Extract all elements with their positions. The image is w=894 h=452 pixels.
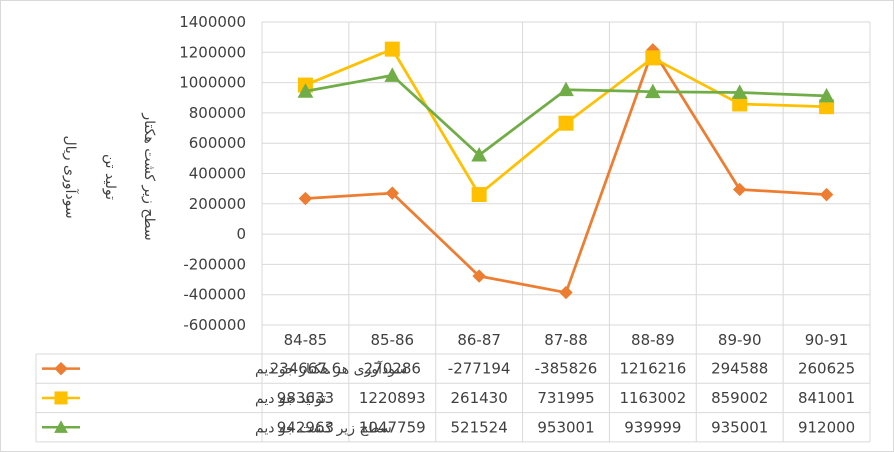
table-cell-value: 942963 (277, 418, 334, 436)
data-point (471, 147, 487, 162)
table-cell-value: 841001 (798, 389, 855, 407)
x-category-label: 84-85 (284, 331, 328, 349)
table-cell-value: 260625 (798, 360, 855, 378)
data-point (384, 67, 401, 82)
table-cell-value: 294588 (711, 360, 768, 378)
y-tick-label: 0 (236, 225, 246, 243)
table-cell-value: 1216216 (619, 360, 686, 378)
data-point (297, 83, 314, 98)
table-cell-value: -277194 (448, 360, 511, 378)
legend-series-name: تولید جو دیم (255, 391, 326, 407)
table-cell-value: 270286 (364, 360, 421, 378)
y-tick-label: 1000000 (179, 74, 246, 92)
y-tick-label: 1200000 (179, 43, 246, 61)
table-cell-value: 1220893 (359, 389, 426, 407)
series-lines (297, 41, 835, 300)
y-tick-label: 400000 (189, 165, 246, 183)
x-category-label: 86-87 (457, 331, 501, 349)
data-point (732, 96, 748, 112)
y-tick-label: 600000 (189, 134, 246, 152)
data-table: 84-85 85-86 86-87 87-88 88-89 89-90 90-91 سودآو… (42, 331, 855, 436)
table-cell-value: 521524 (451, 418, 508, 436)
table-cell-value: 939999 (624, 418, 681, 436)
table-cell-value: 983633 (277, 389, 334, 407)
table-cell-value: 859002 (711, 389, 768, 407)
data-point (818, 87, 835, 103)
table-cell-value: 261430 (451, 389, 508, 407)
data-point (645, 83, 661, 99)
data-point (733, 182, 747, 197)
x-category-label: 85-86 (370, 331, 414, 349)
data-point (384, 41, 400, 57)
y-tick-label: -200000 (183, 255, 246, 273)
data-point (731, 84, 748, 99)
series-group (298, 43, 834, 300)
y-axis-label-line: سطح زیر کشت هکتار (141, 112, 157, 240)
series-group (297, 41, 835, 202)
table-cell-value: 1047759 (359, 418, 426, 436)
y-axis-label-line: تولید تن (102, 154, 118, 200)
table-cell-value: 912000 (798, 418, 855, 436)
y-tick-label: 200000 (189, 195, 246, 213)
series-group (297, 67, 835, 162)
y-tick-label: -400000 (183, 286, 246, 304)
y-tick-label: 800000 (189, 104, 246, 122)
x-category-label: 89-90 (718, 331, 762, 349)
y-tick-label: 1400000 (179, 13, 246, 31)
data-point (558, 81, 574, 97)
table-cell-value: 935001 (711, 418, 768, 436)
x-category-label: 90-91 (805, 331, 849, 349)
gridlines (35, 21, 871, 443)
data-point (298, 191, 313, 206)
diamond-marker (54, 361, 68, 376)
table-cell-value: 953001 (537, 418, 594, 436)
data-point (385, 186, 399, 200)
table-cell-value: 731995 (537, 389, 594, 407)
triangle-marker (54, 420, 68, 433)
data-point (645, 50, 661, 66)
y-axis-label-line: سودآوری ریال (62, 135, 79, 218)
x-category-label: 87-88 (544, 331, 588, 349)
y-axis-label: سودآوری ریال تولید تن سطح زیر کشت هکتار (62, 112, 157, 240)
y-tick-label: -600000 (183, 316, 246, 334)
table-cell-value: -385826 (535, 360, 598, 378)
data-point (558, 115, 574, 131)
legend-series-name: سطح زیر کشت جو دیم (255, 420, 392, 436)
legend-series-name: سودآوری هر هکتار جو دیم (255, 361, 407, 378)
y-axis-ticks: 1400000 1200000 1000000 800000 600000 400000 2… (179, 13, 246, 334)
square-marker (54, 391, 68, 405)
data-point (471, 186, 487, 202)
data-point (819, 187, 834, 202)
data-point (472, 269, 486, 283)
table-cell-value: 234667.6 (270, 360, 342, 378)
data-point (559, 285, 573, 300)
x-category-label: 88-89 (631, 331, 675, 349)
table-cell-value: 1163002 (619, 389, 686, 407)
